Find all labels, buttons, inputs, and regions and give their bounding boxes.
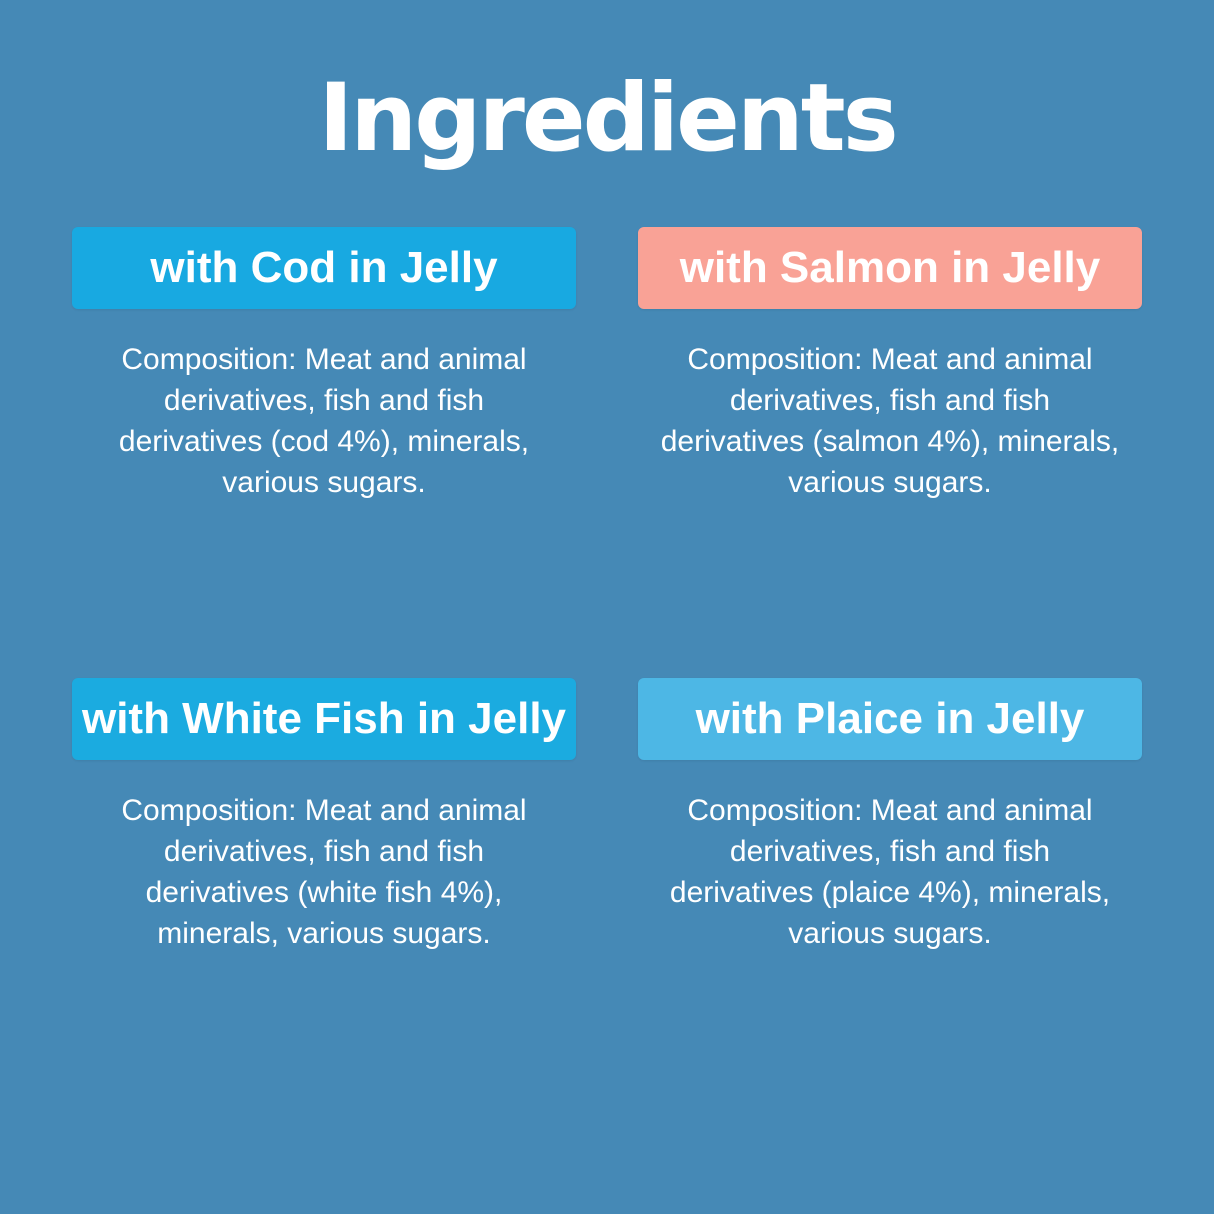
card-white-fish: with White Fish in Jelly Composition: Me… <box>72 678 576 954</box>
card-salmon-header: with Salmon in Jelly <box>638 227 1142 310</box>
card-plaice: with Plaice in Jelly Composition: Meat a… <box>638 678 1142 954</box>
composition-line: Composition: Meat and animal <box>121 794 527 828</box>
card-salmon: with Salmon in Jelly Composition: Meat a… <box>638 227 1142 503</box>
card-cod-composition: Composition: Meat and animal derivatives… <box>72 339 576 503</box>
composition-line: Composition: Meat and animal <box>121 343 527 377</box>
composition-line: derivatives (cod 4%), minerals, <box>118 425 530 459</box>
composition-line: derivatives (plaice 4%), minerals, <box>669 876 1111 910</box>
composition-line: Composition: Meat and animal <box>687 794 1093 828</box>
card-white-fish-header: with White Fish in Jelly <box>72 678 576 761</box>
composition-line: derivatives, fish and fish <box>729 835 1051 869</box>
composition-line: various sugars. <box>222 466 426 500</box>
cards-grid: with Cod in Jelly Composition: Meat and … <box>0 227 1214 954</box>
card-white-fish-composition: Composition: Meat and animal derivatives… <box>72 790 576 954</box>
composition-line: minerals, various sugars. <box>157 917 491 951</box>
card-plaice-composition: Composition: Meat and animal derivatives… <box>638 790 1142 954</box>
composition-line: derivatives, fish and fish <box>729 384 1051 418</box>
card-cod-header: with Cod in Jelly <box>72 227 576 310</box>
composition-line: various sugars. <box>788 466 992 500</box>
composition-line: derivatives (salmon 4%), minerals, <box>660 425 1120 459</box>
composition-line: Composition: Meat and animal <box>687 343 1093 377</box>
page-title: Ingredients <box>318 64 898 173</box>
composition-line: various sugars. <box>788 917 992 951</box>
card-cod: with Cod in Jelly Composition: Meat and … <box>72 227 576 503</box>
card-plaice-header: with Plaice in Jelly <box>638 678 1142 761</box>
card-salmon-composition: Composition: Meat and animal derivatives… <box>638 339 1142 503</box>
composition-line: derivatives (white fish 4%), <box>145 876 503 910</box>
composition-line: derivatives, fish and fish <box>163 835 485 869</box>
composition-line: derivatives, fish and fish <box>163 384 485 418</box>
